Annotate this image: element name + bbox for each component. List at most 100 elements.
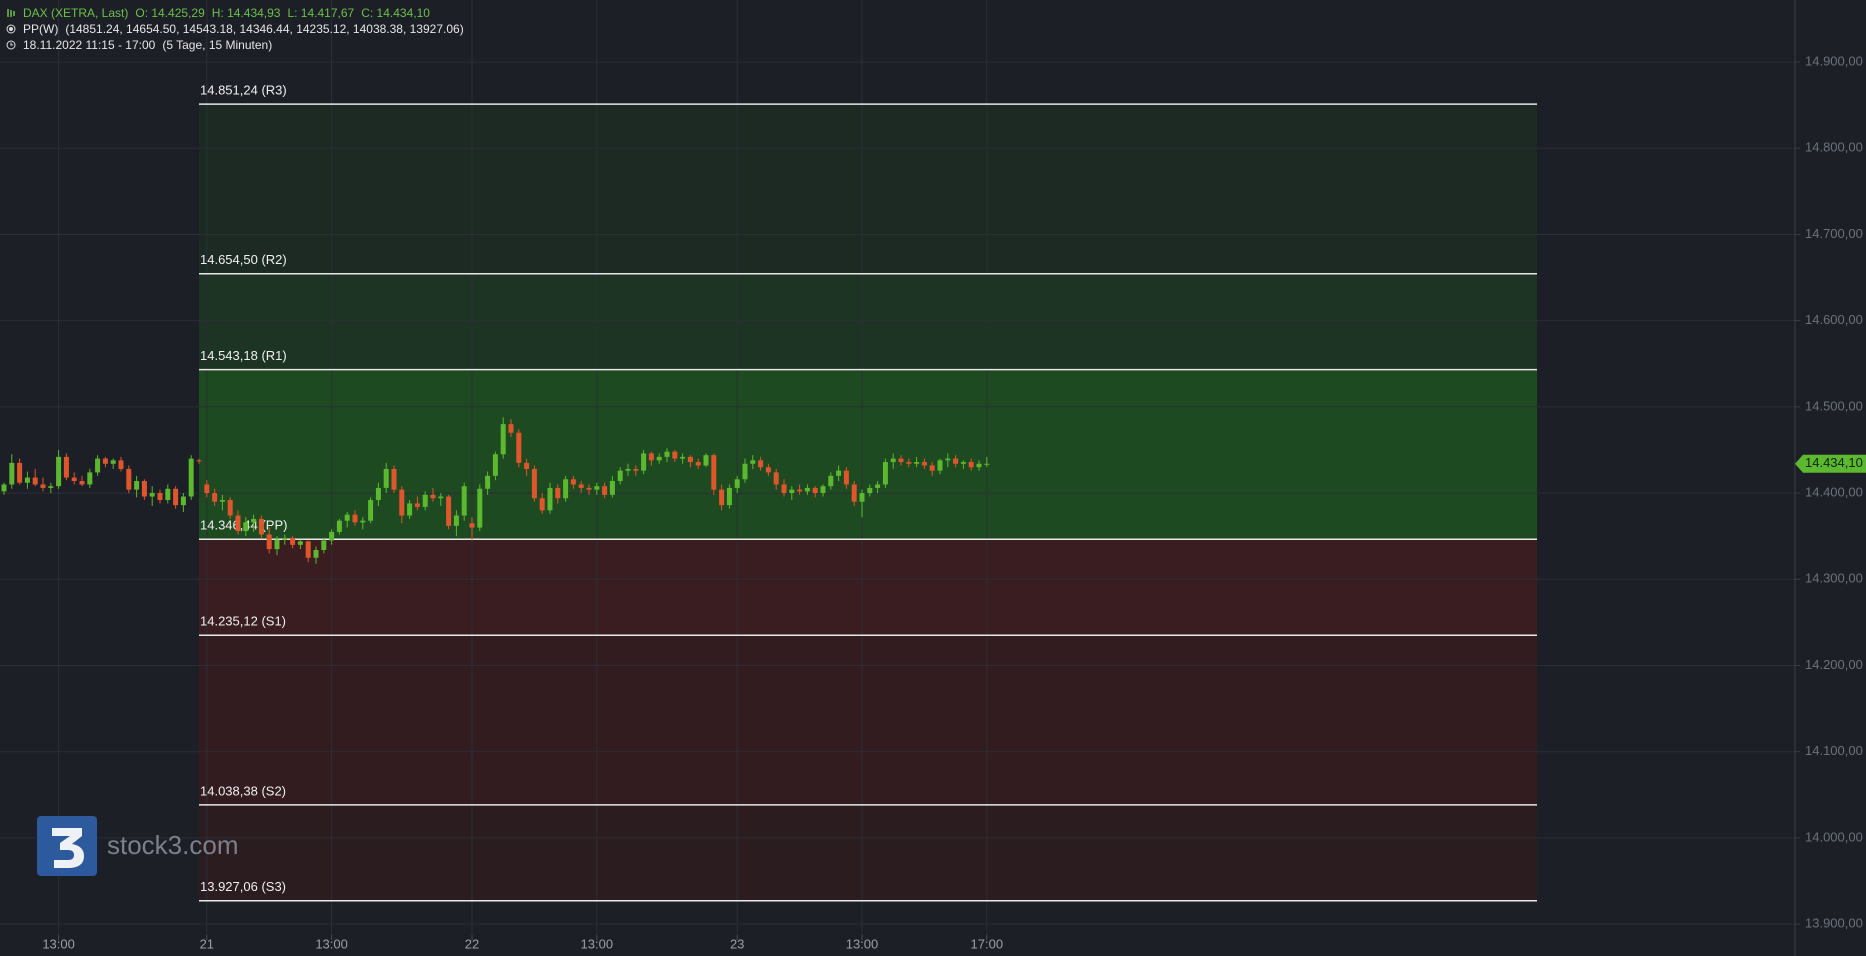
candle-body: [625, 468, 631, 471]
x-tick-label: 13:00: [846, 936, 879, 951]
instrument: DAX (XETRA, Last): [23, 6, 129, 20]
candle-body: [547, 487, 553, 511]
candle-body: [17, 462, 23, 483]
candle-body: [235, 515, 241, 532]
candle-body: [711, 455, 717, 490]
candle-body: [258, 518, 264, 535]
candle-body: [329, 531, 335, 541]
ohlc: O: 14.425,29: [135, 6, 205, 20]
candle-body: [726, 487, 732, 506]
header: DAX (XETRA, Last) O: 14.425,29 H: 14.434…: [6, 5, 464, 53]
candle-body: [508, 424, 514, 433]
pivot-zone: [199, 369, 1537, 540]
candle-body: [680, 456, 686, 459]
candle-body: [477, 488, 483, 528]
candle-body: [906, 462, 912, 464]
candle-body: [859, 493, 865, 502]
candle-body: [758, 460, 764, 468]
candle-body: [586, 487, 592, 490]
candle-body: [305, 541, 311, 558]
candle-body: [297, 541, 303, 545]
candle-body: [40, 484, 46, 488]
candle-body: [742, 463, 748, 480]
pivot-label: 13.927,06 (S3): [200, 879, 286, 894]
candle-body: [407, 503, 413, 516]
candle-body: [56, 456, 62, 487]
pivot-label: 14.654,50 (R2): [200, 252, 287, 267]
x-tick-label: 13:00: [42, 936, 75, 951]
header-row: 18.11.2022 11:15 - 17:00 (5 Tage, 15 Min…: [6, 37, 464, 53]
candle-body: [336, 520, 342, 532]
candle-body: [251, 518, 257, 523]
y-tick-label: 14.400,00: [1805, 485, 1863, 500]
pivot-label: 14.235,12 (S1): [200, 614, 286, 629]
candle-body: [414, 503, 420, 507]
y-tick-label: 13.900,00: [1805, 916, 1863, 931]
x-tick-label: 13:00: [581, 936, 614, 951]
candle-body: [469, 523, 475, 528]
candle-body: [976, 463, 982, 468]
axis-background: [1795, 0, 1866, 956]
candle-body: [570, 479, 576, 485]
y-tick-label: 14.200,00: [1805, 657, 1863, 672]
candle-body: [282, 537, 288, 540]
candle-body: [804, 487, 810, 492]
x-tick-label: 21: [200, 936, 214, 951]
y-tick-label: 14.800,00: [1805, 140, 1863, 155]
x-tick-label: 13:00: [315, 936, 348, 951]
candle-body: [524, 462, 530, 469]
indicator-icon: [6, 24, 16, 34]
candle-body: [695, 462, 701, 466]
candle-body: [929, 465, 935, 471]
candle-body: [453, 515, 459, 526]
candle-body: [516, 432, 522, 463]
candle-body: [227, 499, 233, 516]
candle-body: [914, 462, 920, 464]
logo-glyph: [52, 828, 84, 868]
candle-body: [32, 477, 38, 485]
candle-body: [656, 456, 662, 461]
candle-body: [438, 496, 444, 499]
logo-text: stock3.com: [107, 830, 239, 860]
candle-body: [687, 456, 693, 463]
candle-body: [204, 484, 210, 494]
candle-body: [812, 487, 818, 494]
candle-body: [867, 487, 873, 494]
candle-body: [664, 451, 670, 457]
last-price-label: 14.434,10: [1805, 455, 1863, 470]
candle-body: [383, 468, 389, 488]
candle-body: [188, 458, 194, 497]
candle-body: [648, 453, 654, 461]
y-tick-label: 14.500,00: [1805, 398, 1863, 413]
header-row: DAX (XETRA, Last) O: 14.425,29 H: 14.434…: [6, 5, 464, 21]
candle-body: [937, 460, 943, 471]
y-tick-label: 14.900,00: [1805, 54, 1863, 69]
pivot-zone: [199, 804, 1537, 901]
candle-body: [461, 486, 467, 516]
candle-body: [945, 458, 951, 461]
x-tick-label: 23: [730, 936, 744, 951]
pivot-label: 14.543,18 (R1): [200, 348, 287, 363]
candle-body: [773, 472, 779, 485]
candle-body: [781, 484, 787, 494]
candle-body: [617, 470, 623, 482]
candle-body: [563, 479, 569, 499]
candle-body: [126, 468, 132, 490]
y-tick-label: 14.000,00: [1805, 829, 1863, 844]
candle-body: [703, 455, 709, 466]
pivot-zone: [199, 539, 1537, 636]
candle-body: [843, 470, 849, 485]
candle-body: [63, 456, 69, 478]
candle-body: [633, 468, 639, 471]
pivot-label: 14.038,38 (S2): [200, 783, 286, 798]
period: 18.11.2022 11:15 - 17:00: [23, 38, 156, 52]
candle-body: [196, 460, 202, 462]
candle-body: [921, 462, 927, 466]
candle-body: [24, 477, 30, 483]
candle-body: [960, 462, 966, 464]
candle-body: [836, 470, 842, 476]
candle-body: [134, 481, 140, 490]
candle-body: [1, 484, 7, 492]
y-tick-label: 14.100,00: [1805, 743, 1863, 758]
